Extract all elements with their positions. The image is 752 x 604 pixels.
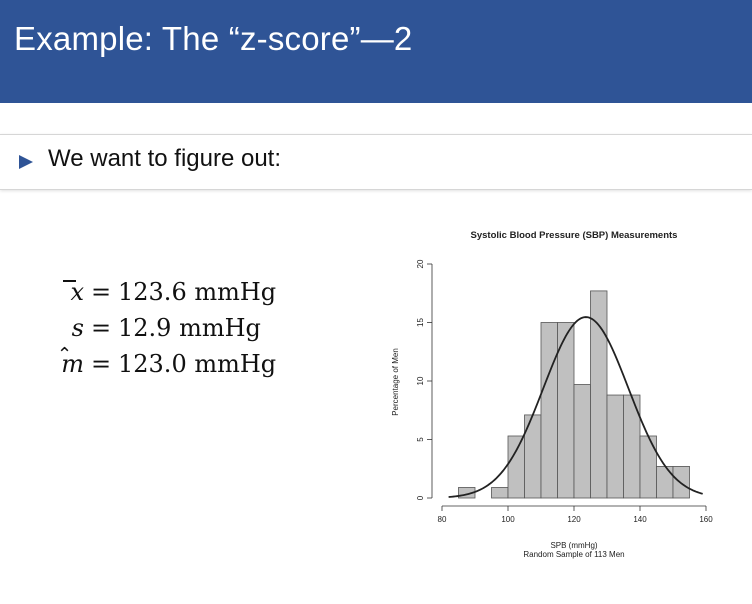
chart-title: Systolic Blood Pressure (SBP) Measuremen… bbox=[471, 230, 678, 241]
y-tick-label: 10 bbox=[416, 376, 425, 385]
histogram-bar bbox=[507, 435, 525, 499]
histogram-bar bbox=[606, 394, 624, 499]
slide-title: Example: The “z-score”—2 bbox=[14, 20, 413, 57]
title-bar: Example: The “z-score”—2 bbox=[0, 0, 752, 103]
equals-sign: = bbox=[90, 350, 112, 378]
hat-icon: ⌃ bbox=[57, 344, 73, 365]
x-tick-label: 80 bbox=[438, 515, 447, 524]
sd-symbol: s bbox=[71, 314, 84, 342]
histogram-bar bbox=[573, 384, 591, 499]
equals-sign: = bbox=[90, 314, 112, 342]
median-value: 123.0 mmHg bbox=[118, 350, 277, 378]
histogram-bar bbox=[540, 322, 558, 499]
histogram-chart: Systolic Blood Pressure (SBP) Measuremen… bbox=[391, 230, 713, 559]
triangle-bullet-icon bbox=[19, 155, 33, 169]
y-axis-label: Percentage of Men bbox=[391, 348, 400, 416]
mean-symbol: x bbox=[56, 278, 84, 306]
median-formula: ⌃ m = 123.0 mmHg bbox=[56, 344, 277, 378]
histogram-bar bbox=[656, 466, 674, 499]
histogram-bar bbox=[590, 290, 608, 499]
equals-sign: = bbox=[90, 278, 112, 306]
x-tick-label: 160 bbox=[699, 515, 713, 524]
histogram-bar bbox=[491, 487, 509, 499]
y-tick-label: 0 bbox=[416, 495, 425, 500]
mean-value: 123.6 mmHg bbox=[118, 278, 277, 306]
x-tick-label: 100 bbox=[501, 515, 515, 524]
x-axis-label: SPB (mmHg) bbox=[550, 541, 597, 550]
y-tick-label: 20 bbox=[416, 259, 425, 268]
x-tick-label: 140 bbox=[633, 515, 647, 524]
overbar-icon bbox=[63, 280, 76, 282]
y-tick-label: 15 bbox=[416, 318, 425, 327]
x-tick-label: 120 bbox=[567, 515, 581, 524]
bullet-text: We want to figure out: bbox=[48, 145, 282, 172]
bars-layer bbox=[458, 290, 690, 499]
mean-formula: x = 123.6 mmHg bbox=[56, 278, 276, 306]
axes-layer: 80 100 120 140 160 0 5 10 15 20 bbox=[416, 259, 713, 524]
sd-formula: s = 12.9 mmHg bbox=[56, 314, 261, 342]
x-axis-sublabel: Random Sample of 113 Men bbox=[523, 550, 624, 559]
y-tick-label: 5 bbox=[416, 437, 425, 442]
bullet-box: We want to figure out: bbox=[0, 134, 752, 190]
median-symbol: ⌃ m bbox=[57, 344, 84, 378]
histogram-bar bbox=[639, 435, 657, 499]
normal-curve bbox=[448, 316, 703, 498]
sd-value: 12.9 mmHg bbox=[118, 314, 261, 342]
